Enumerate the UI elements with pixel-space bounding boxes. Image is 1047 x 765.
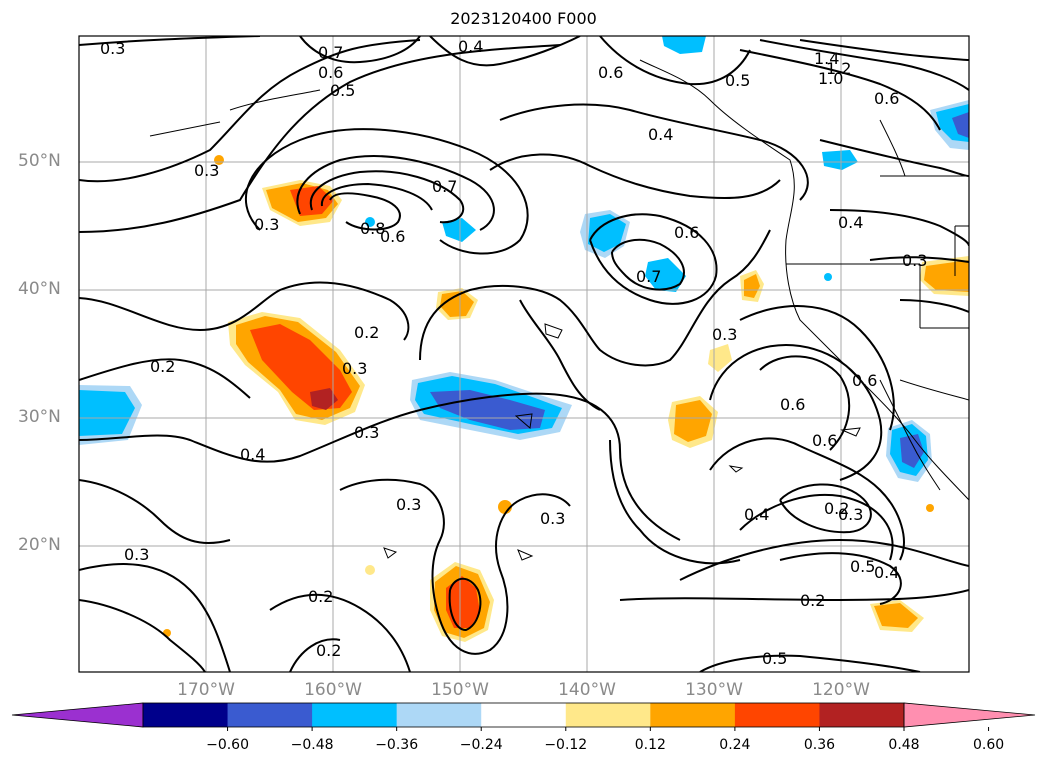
contour-label: 1.4	[814, 49, 839, 68]
contour-label: 0.2	[316, 641, 341, 660]
graticule	[79, 36, 969, 672]
contour-label: 0.4	[744, 505, 769, 524]
contour-label: 0.3	[712, 325, 737, 344]
colorbar-extend-low	[11, 702, 144, 728]
map-background	[79, 36, 969, 672]
latitude-label: 40°N	[18, 279, 61, 299]
contour-label: 0.5	[762, 649, 787, 668]
contour-label: 1.0	[818, 69, 843, 88]
colorbar-tick-label: −0.60	[206, 737, 249, 753]
contour-label: 0.3	[540, 509, 565, 528]
colorbar-swatch	[396, 703, 482, 727]
contour-label: 0.6	[318, 63, 343, 82]
contour-label-group: 0.3 0.7 0.6 0.5 0.4 0.6 0.5 1.4 1.2 1.0 …	[100, 37, 927, 668]
colorbar-swatch	[312, 703, 398, 727]
latitude-label: 20°N	[18, 535, 61, 555]
latitude-label: 50°N	[18, 151, 61, 171]
contour-label: 0.3	[342, 359, 367, 378]
contour-label: 0.6	[812, 431, 837, 450]
coastline	[149, 59, 969, 561]
colorbar-tick-label: −0.36	[375, 737, 419, 753]
colorbar-tick-label: 0.60	[972, 737, 1005, 753]
contour-label: 0.5	[330, 81, 355, 100]
contour-label: 0.3	[100, 39, 125, 58]
longitude-label: 150°W	[431, 680, 489, 700]
contour-label: 0.4	[838, 213, 863, 232]
colorbar-swatch	[565, 703, 651, 727]
contour-label: 0.6	[874, 89, 899, 108]
contour-label: 0.2	[308, 587, 333, 606]
contour-label: 0.7	[432, 177, 457, 196]
contour-label: 0.4	[458, 37, 483, 56]
longitude-label: 130°W	[685, 680, 743, 700]
latitude-label: 30°N	[18, 407, 61, 427]
contour-lines	[79, 36, 969, 672]
colorbar-swatch	[734, 703, 820, 727]
colorbar-swatch	[227, 703, 313, 727]
longitude-label: 160°W	[304, 680, 362, 700]
contour-label: 0.8	[360, 219, 385, 238]
longitude-label: 170°W	[177, 680, 235, 700]
shaded-field	[79, 36, 969, 642]
contour-label: 0.7	[636, 267, 661, 286]
colorbar-swatch	[481, 703, 567, 727]
contour-label: 0.5	[850, 557, 875, 576]
contour-label: 0.2	[824, 499, 849, 518]
contour-label: 0.6	[380, 227, 405, 246]
contour-label: 0.2	[354, 323, 379, 342]
contour-label: 1.2	[826, 59, 851, 78]
contour-label: 0.3	[354, 423, 379, 442]
map-figure: 0.3 0.7 0.6 0.5 0.4 0.6 0.5 1.4 1.2 1.0 …	[78, 35, 970, 673]
contour-label: 0.3	[194, 161, 219, 180]
contour-label: 0.3	[838, 505, 863, 524]
colorbar-tick-label: 0.24	[719, 737, 751, 753]
colorbar-swatch	[819, 703, 905, 727]
colorbar-tick-label: −0.48	[290, 737, 334, 753]
colorbar-tick-label: −0.12	[544, 737, 588, 753]
contour-label: 0.3	[254, 215, 279, 234]
contour-label: 0.4	[648, 125, 673, 144]
colorbar-swatch	[650, 703, 736, 727]
contour-label: 0.3	[124, 545, 149, 564]
longitude-label: 140°W	[558, 680, 616, 700]
colorbar-swatch	[143, 703, 229, 727]
colorbar-frame	[142, 702, 905, 728]
contour-label: 0.3	[396, 495, 421, 514]
contour-label: 0.6	[674, 223, 699, 242]
map-frame	[78, 35, 970, 673]
map-title: 2023120400 F000	[450, 9, 597, 28]
contour-label: 0.6	[598, 63, 623, 82]
colorbar-tick-label: 0.48	[888, 737, 920, 753]
contour-label: 0.7	[318, 43, 343, 62]
contour-label: 0.4	[240, 445, 265, 464]
contour-label: 0.6	[852, 371, 877, 390]
colorbar-tick-label: 0.12	[634, 737, 666, 753]
contour-label: 0.5	[725, 71, 750, 90]
contour-label: 0.4	[874, 563, 899, 582]
longitude-label: 120°W	[812, 680, 870, 700]
colorbar-tick-label: −0.24	[459, 737, 503, 753]
contour-label: 0.3	[902, 251, 927, 270]
colorbar-extend-high	[903, 702, 1036, 728]
colorbar-tick-label: 0.36	[803, 737, 836, 753]
contour-label: 0.2	[800, 591, 825, 610]
contour-label: 0.6	[780, 395, 805, 414]
contour-label: 0.2	[150, 357, 175, 376]
